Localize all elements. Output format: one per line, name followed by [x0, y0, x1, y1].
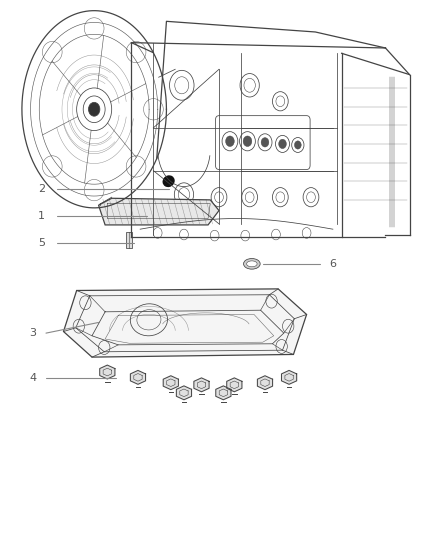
Polygon shape [177, 386, 191, 400]
Circle shape [261, 138, 269, 147]
Text: 6: 6 [329, 259, 336, 269]
Text: 4: 4 [29, 374, 36, 383]
Polygon shape [100, 365, 115, 379]
Circle shape [88, 102, 100, 116]
Text: 3: 3 [29, 328, 36, 338]
Polygon shape [227, 378, 242, 392]
Text: 5: 5 [38, 238, 45, 247]
Ellipse shape [244, 259, 260, 269]
Circle shape [226, 136, 234, 147]
Bar [126, 232, 131, 248]
Text: 1: 1 [38, 211, 45, 221]
Polygon shape [282, 370, 297, 384]
Polygon shape [64, 289, 307, 357]
Ellipse shape [247, 261, 257, 266]
Polygon shape [99, 198, 219, 225]
Polygon shape [194, 378, 209, 392]
Circle shape [243, 136, 252, 147]
Circle shape [294, 141, 301, 149]
Polygon shape [131, 370, 145, 384]
Text: 2: 2 [38, 184, 45, 194]
Polygon shape [216, 386, 231, 400]
Polygon shape [258, 376, 272, 390]
Ellipse shape [162, 175, 175, 187]
Circle shape [279, 139, 286, 149]
Polygon shape [163, 376, 178, 390]
